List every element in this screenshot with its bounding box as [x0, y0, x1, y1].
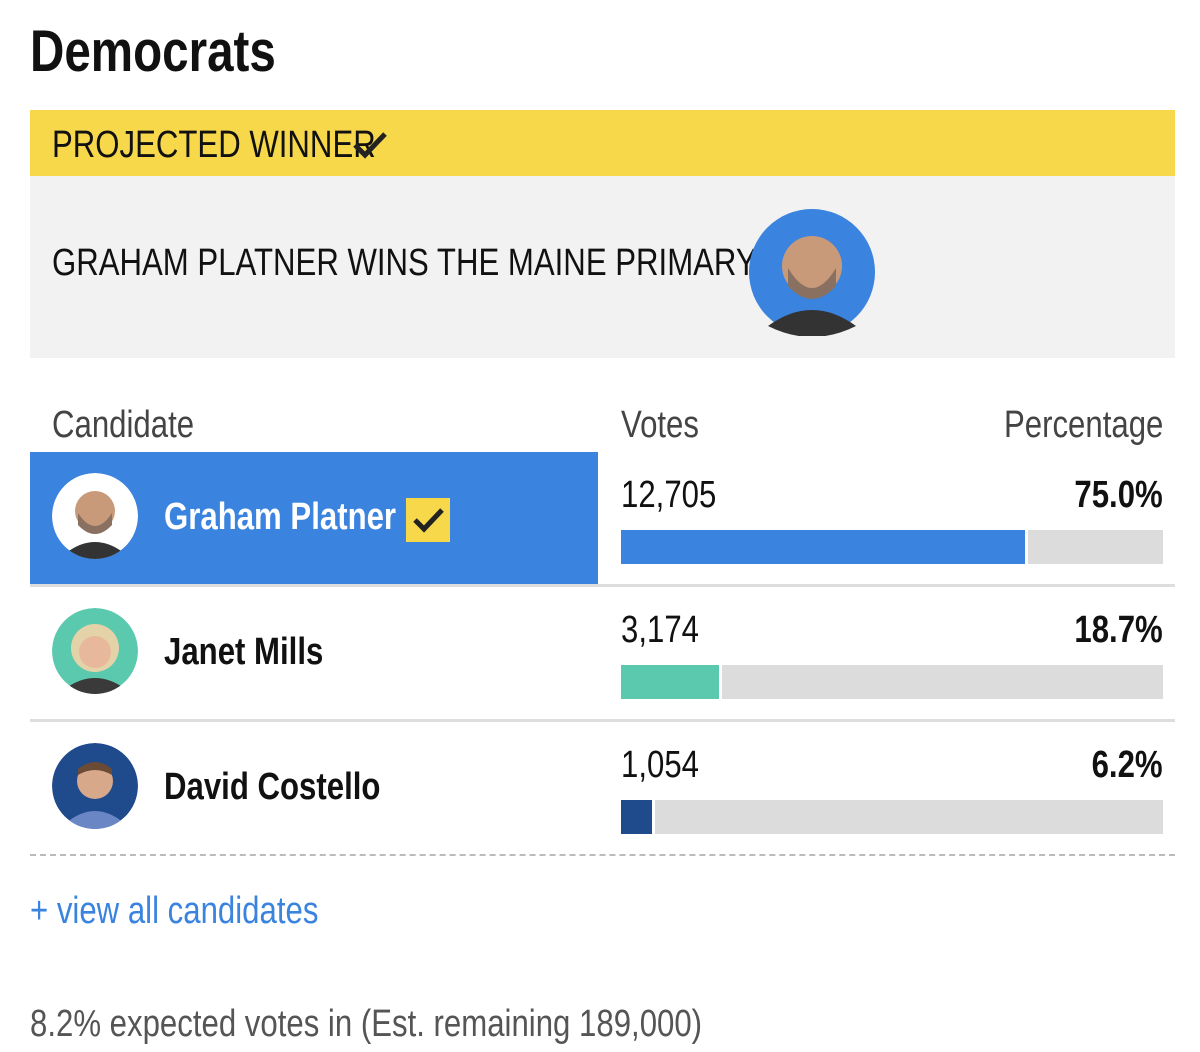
percentage: 18.7% — [1055, 609, 1163, 652]
text: 8.2% expected votes in (Est. remaining 1… — [30, 1003, 703, 1045]
candidate-row: Graham Platner 12,705 75.0% — [30, 452, 1175, 587]
banner-label: PROJECTED WINNER — [52, 124, 376, 166]
text: 3,174 — [621, 609, 699, 651]
percentage: 75.0% — [1055, 474, 1163, 517]
text: Percentage — [1003, 404, 1163, 446]
text: + view all candidates — [30, 890, 319, 932]
winner-box: GRAHAM PLATNER WINS THE MAINE PRIMARY — [30, 176, 1175, 358]
section-title: Democrats — [30, 18, 330, 85]
winner-photo — [749, 209, 875, 336]
winner-banner: PROJECTED WINNER — [30, 110, 1175, 176]
winner-headline: GRAHAM PLATNER WINS THE MAINE PRIMARY — [52, 242, 757, 284]
candidate-name: David Costello — [164, 766, 428, 809]
text: 1,054 — [621, 744, 699, 786]
text: 12,705 — [621, 474, 717, 516]
bar-track — [621, 530, 1163, 564]
text: Janet Mills — [164, 631, 324, 673]
bar-track — [621, 800, 1163, 834]
candidate-photo — [52, 608, 138, 694]
check-icon — [353, 132, 387, 159]
text: Candidate — [52, 404, 195, 446]
vote-bar — [621, 530, 1028, 564]
candidate-photo — [52, 473, 138, 559]
vote-bar — [621, 665, 723, 699]
text: Graham Platner — [164, 496, 397, 538]
footer-note: 8.2% expected votes in (Est. remaining 1… — [30, 1003, 850, 1046]
title-text: Democrats — [30, 19, 276, 84]
candidate-row: Janet Mills 3,174 18.7% — [30, 587, 1175, 722]
view-all-link[interactable]: + view all candidates — [30, 890, 382, 933]
text: 18.7% — [1074, 609, 1163, 651]
text: 75.0% — [1074, 474, 1163, 516]
text: 6.2% — [1091, 744, 1163, 786]
winner-check — [406, 498, 450, 542]
candidate-row: David Costello 1,054 6.2% — [30, 722, 1175, 856]
bar-track — [621, 665, 1163, 699]
text: David Costello — [164, 766, 381, 808]
percentage: 6.2% — [1076, 744, 1163, 787]
candidate-photo — [52, 743, 138, 829]
candidate-name: Graham Platner — [164, 496, 447, 539]
column-header: Percentage — [969, 404, 1163, 447]
votes: 3,174 — [621, 609, 716, 652]
column-header: Candidate — [52, 404, 225, 447]
votes: 1,054 — [621, 744, 716, 787]
vote-bar — [621, 800, 655, 834]
text: Votes — [621, 404, 699, 446]
column-header: Votes — [621, 404, 716, 447]
votes: 12,705 — [621, 474, 737, 517]
candidate-name: Janet Mills — [164, 631, 358, 674]
